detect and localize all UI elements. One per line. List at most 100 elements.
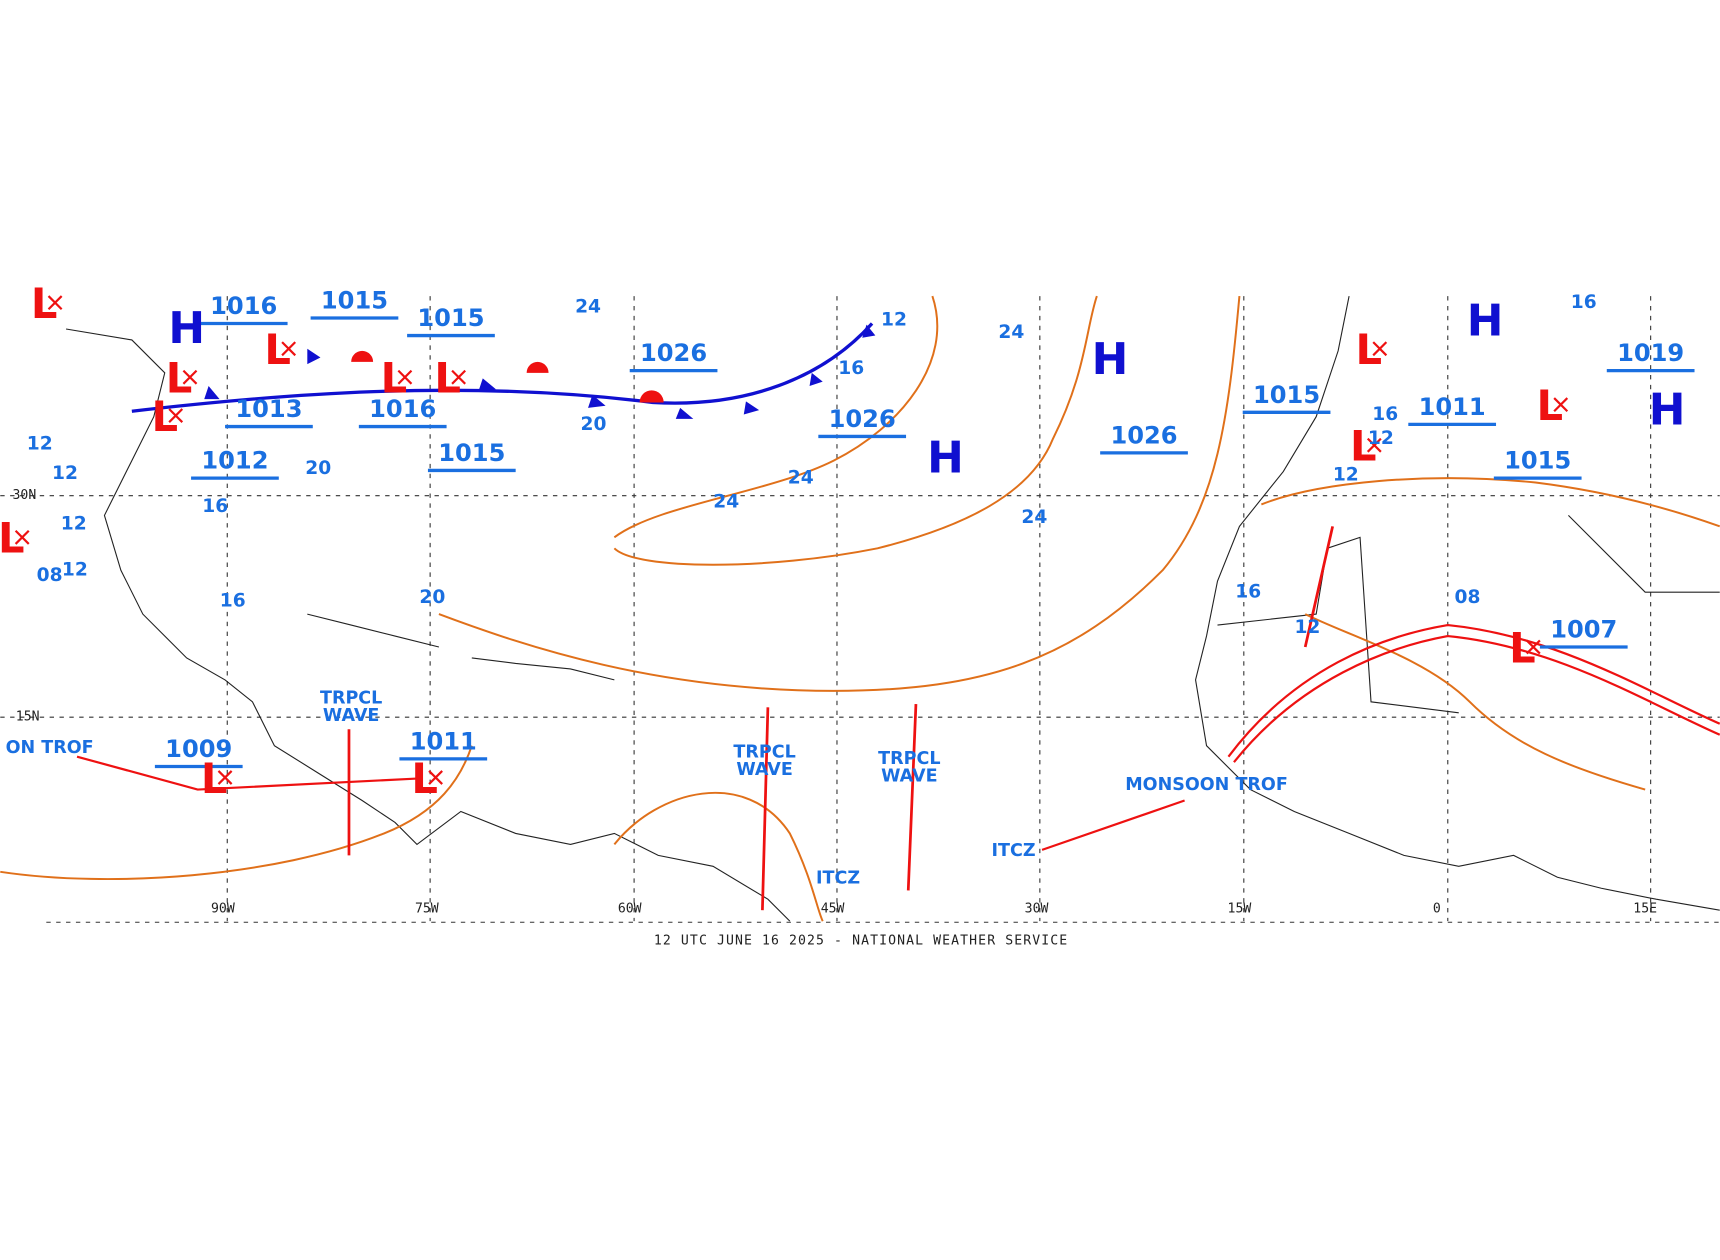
isobar-label: 12 (1294, 617, 1320, 638)
latitude-label: 30N (13, 488, 37, 503)
isobar-label: 16 (1571, 292, 1597, 313)
feature-label: WAVE (736, 760, 792, 780)
low-marker (1525, 639, 1541, 655)
isobar-label: 16 (1235, 582, 1261, 603)
low-marker (217, 770, 233, 785)
high-center: H (1092, 334, 1129, 385)
isobar-label: 12 (1368, 428, 1394, 449)
isobar-label: 12 (27, 434, 53, 455)
isobar-label: 20 (305, 458, 331, 479)
pressure-label: 1007 (1550, 616, 1617, 644)
isobar-label: 12 (52, 463, 78, 484)
isobar-label: 24 (998, 322, 1024, 343)
low-marker (14, 529, 30, 545)
isobar-label: 12 (62, 560, 88, 581)
low-marker (1372, 341, 1388, 357)
low-marker (1553, 397, 1569, 413)
isobar-label: 24 (575, 297, 601, 318)
pressure-label: 1011 (1419, 393, 1486, 421)
isobar-label: 24 (788, 468, 814, 489)
feature-label: ON TROF (6, 738, 94, 758)
feature-label: TRPCL (320, 689, 382, 709)
isobar-label: 24 (713, 492, 739, 513)
cold-front (131, 322, 874, 413)
isobar-label: 24 (1021, 507, 1047, 528)
longitude-label: 0 (1433, 902, 1441, 917)
isobar (0, 745, 473, 881)
pressure-label: 1011 (410, 727, 477, 755)
isobar (613, 791, 824, 922)
longitude-label: 90W (211, 902, 235, 917)
pressure-label: 1015 (1253, 381, 1320, 409)
high-center: H (1467, 295, 1504, 346)
feature-label: WAVE (323, 706, 379, 726)
pressure-label: 1019 (1617, 339, 1684, 367)
longitude-label: 30W (1025, 902, 1049, 917)
high-center: H (927, 433, 964, 484)
pressure-label: 1015 (417, 304, 484, 332)
coastlines (65, 295, 1720, 922)
high-center: H (168, 303, 205, 354)
tropical-waves (347, 526, 1334, 911)
feature-label: ITCZ (991, 841, 1035, 861)
isobar (1304, 613, 1646, 791)
low-marker (168, 408, 184, 423)
isobar-label: 08 (37, 565, 63, 586)
low-marker (451, 369, 466, 385)
pressure-label: 1015 (321, 287, 388, 315)
feature-label: MONSOON TROF (1125, 775, 1288, 795)
grid (0, 296, 1720, 923)
pressure-label: 1016 (210, 292, 277, 320)
isobar-label: 16 (838, 358, 864, 379)
low-marker (428, 770, 443, 785)
isobar-label: 12 (1333, 464, 1359, 485)
isobar-label: 12 (61, 514, 87, 535)
troughs (76, 623, 1720, 851)
low-marker (47, 295, 63, 311)
pressure-label: 1026 (1110, 421, 1177, 449)
isobar-label: 08 (1455, 587, 1481, 608)
isobar-label: 12 (881, 310, 907, 331)
caption: 12 UTC JUNE 16 2025 - NATIONAL WEATHER S… (654, 933, 1068, 948)
pressure-label: 1026 (829, 405, 896, 433)
feature-label: WAVE (881, 766, 937, 786)
fronts (76, 322, 1720, 911)
low-marker (281, 341, 297, 357)
low-marker (182, 369, 198, 385)
border (1217, 515, 1720, 714)
isobar (1260, 477, 1720, 528)
longitude-label: 60W (618, 902, 642, 917)
isobar-label: 16 (220, 590, 246, 611)
pressure-label: 1026 (640, 339, 707, 367)
isobar-label: 20 (419, 587, 445, 608)
isobars (0, 295, 1720, 922)
isobar (613, 295, 939, 539)
isobar-label: 16 (202, 496, 228, 517)
coastline (307, 613, 615, 681)
coastline (1195, 295, 1720, 911)
pressure-label: 1009 (165, 735, 232, 763)
pressure-label: 1016 (369, 395, 436, 423)
low-marker (1366, 437, 1382, 453)
pressure-label: 1015 (438, 439, 505, 467)
longitude-label: 15E (1633, 902, 1657, 917)
isobar-label: 16 (1372, 404, 1398, 425)
feature-label: ITCZ (816, 868, 860, 888)
longitude-label: 15W (1228, 902, 1252, 917)
feature-label: TRPCL (733, 742, 795, 762)
isobar (438, 295, 1241, 692)
latitude-label: 15N (16, 710, 40, 725)
longitude-label: 45W (821, 902, 845, 917)
high-center: H (1649, 384, 1686, 435)
feature-label: TRPCL (878, 749, 940, 769)
pressure-label: 1012 (201, 447, 268, 475)
pressure-label: 1015 (1504, 447, 1571, 475)
isobar-label: 20 (581, 414, 607, 435)
low-marker (397, 369, 413, 385)
isobar (613, 295, 1098, 566)
longitude-label: 75W (415, 902, 439, 917)
pressure-label: 1013 (235, 395, 302, 423)
grid-lines (0, 296, 1720, 923)
